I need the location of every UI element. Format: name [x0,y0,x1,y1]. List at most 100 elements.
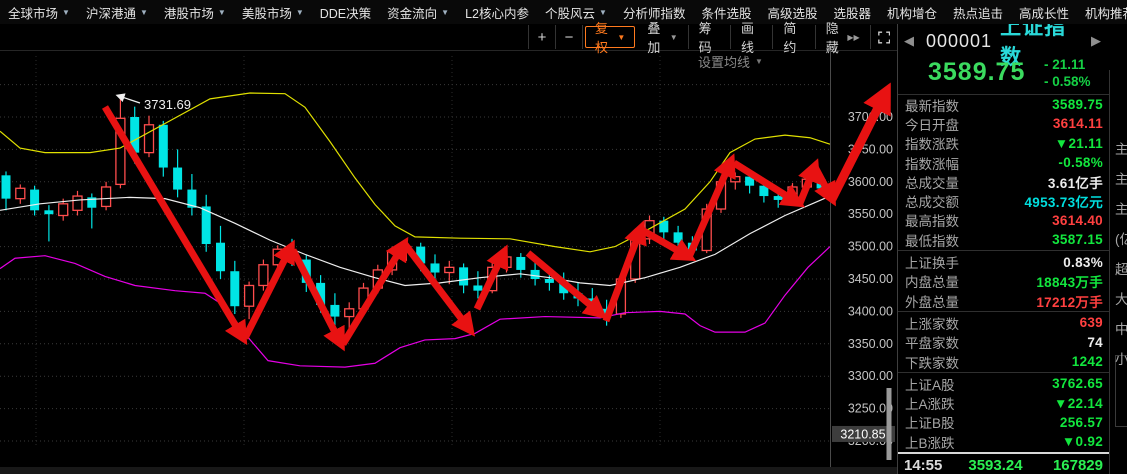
zoom-out-button[interactable]: − [556,25,583,49]
quote-row: 最低指数 3587.15 [898,230,1109,249]
divider [898,94,1109,95]
quote-row-label: 最高指数 [905,214,959,230]
menu-item-label: 机构增仓 [887,6,938,21]
menu-item[interactable]: 选股器 [825,3,879,22]
chart-toolbar: + − 复权 ▼ 叠加 ▼ 筹码 画线 简约 隐藏 ▶▶ [0,21,897,55]
menu-item-label: 条件选股 [701,6,752,21]
menu-item-label: 热点追击 [953,6,1004,21]
svg-text:3300.00: 3300.00 [848,369,893,383]
toolbar-button-筹码[interactable]: 筹码 [689,21,732,55]
svg-text:3450.00: 3450.00 [848,272,893,286]
toolbar-button-隐藏[interactable]: 隐藏 ▶▶ [816,21,871,55]
price-change: - 21.11 [1044,57,1086,72]
quote-row: 总成交量 3.61亿手 [898,172,1109,191]
clipped-label: 超 [1115,258,1127,278]
clipped-label: 大 [1115,288,1127,308]
quote-row: 下跌家数 1242 [898,352,1109,371]
next-stock-arrow-icon[interactable]: ▶ [1091,33,1101,48]
trend-arrows-overlay [101,82,891,352]
high-annotation: 3731.69 [115,93,191,112]
menu-item-label: L2核心内参 [465,6,529,21]
menu-item[interactable]: 全球市场 ▼ [0,3,78,22]
quote-row: 上B涨跌 ▼0.92 [898,432,1109,451]
quote-row-label: 今日开盘 [905,117,959,133]
quote-row-label: 上证B股 [905,416,955,432]
quote-title-row: ◀ 000001 上证指数 ▶ [898,24,1109,69]
quote-row: 今日开盘 3614.11 [898,114,1109,133]
toolbar-button-叠加[interactable]: 叠加 ▼ [637,21,689,55]
chart-gridlines [0,56,830,446]
quote-row: 最新指数 3589.75 [898,95,1109,114]
set-ma-label: 设置均线 [698,55,751,70]
quote-row-value: 74 [1087,334,1103,350]
chart-bottom-bar [0,467,897,474]
candlestick-chart[interactable]: 3700.003650.003600.003550.003500.003450.… [0,50,897,474]
quote-row-value: ▼22.14 [1054,395,1103,411]
quote-row-label: 最低指数 [905,233,959,249]
quote-row-label: 上证换手 [905,256,959,272]
last-price: 3589.75 [928,58,1026,86]
expand-icon [877,31,890,43]
quote-row-value: 3.61亿手 [1047,175,1103,191]
menu-item[interactable]: 高级选股 [759,3,825,22]
menu-item-label: 资金流向 [387,6,438,21]
menu-item[interactable]: DDE决策 [312,3,379,22]
menu-item[interactable]: 机构增仓 [879,3,945,22]
menu-item[interactable]: 美股市场 ▼ [234,3,312,22]
clipped-box-outline [1115,355,1127,427]
clipped-second-column: 主主主(亿超大中小 [1109,70,1127,474]
menu-item[interactable]: 港股市场 ▼ [156,3,234,22]
menu-item[interactable]: 个股风云 ▼ [537,3,615,22]
menu-item[interactable]: 条件选股 [693,3,759,22]
clipped-label: 小 [1115,348,1127,368]
menu-item[interactable]: 热点追击 [945,3,1011,22]
toolbar-button-叠加-label: 叠加 [647,21,661,55]
chevron-down-icon: ▼ [599,7,607,17]
svg-text:3500.00: 3500.00 [848,240,893,254]
toolbar-button-复权[interactable]: 复权 ▼ [585,21,636,55]
toolbar-button-简约-label: 简约 [783,21,797,55]
chevron-down-icon: ▼ [217,7,226,17]
top-menu-bar: 全球市场 ▼ 沪深港通 ▼ 港股市场 ▼ 美股市场 ▼ DDE决策 资金流向 ▼ L2核心内参 个股风云… [0,0,1127,25]
quote-row-label: 下跌家数 [905,355,959,371]
menu-item[interactable]: L2核心内参 [457,3,537,22]
footer-index-value: 3593.24 [968,456,1023,474]
quote-row-label: 总成交额 [905,195,959,211]
toolbar-button-简约[interactable]: 简约 [773,21,816,55]
svg-text:3350.00: 3350.00 [848,337,893,351]
fullscreen-button[interactable] [871,25,897,49]
divider [898,250,1109,252]
menu-item-label: 高级选股 [767,6,818,21]
quote-row: 总成交额 4953.73亿元 [898,191,1109,210]
price-change-pct: - 0.58% [1044,74,1091,89]
toolbar-button-复权-label: 复权 [595,21,609,55]
menu-item[interactable]: 资金流向 ▼ [379,3,457,22]
quote-row: 指数涨幅 -0.58% [898,153,1109,172]
quote-row: 外盘总量 17212万手 [898,291,1109,310]
stock-code: 000001 [926,30,993,51]
set-ma-button[interactable]: 设置均线 ▼ [698,52,763,71]
quote-row-value: 17212万手 [1036,294,1103,310]
menu-item-label: 分析师指数 [622,6,686,21]
toolbar-button-group: + − 复权 ▼ 叠加 ▼ 筹码 画线 简约 隐藏 ▶▶ [528,21,897,55]
svg-text:3210.85: 3210.85 [840,427,885,441]
quote-row-label: 上证A股 [905,377,955,393]
quote-time: 14:55 [904,456,943,474]
menu-item[interactable]: 沪深港通 ▼ [78,3,156,22]
prev-stock-arrow-icon[interactable]: ◀ [904,33,914,48]
menu-item[interactable]: 高成长性 [1011,3,1077,22]
toolbar-button-画线[interactable]: 画线 [731,21,774,55]
zoom-in-button[interactable]: + [529,25,556,49]
quote-row-label: 总成交量 [905,175,959,191]
clipped-label: 主 [1115,138,1127,158]
quote-row: 最高指数 3614.40 [898,211,1109,230]
divider [898,311,1109,313]
quote-row: 内盘总量 18843万手 [898,272,1109,291]
menu-item[interactable]: 机构推荐 [1077,3,1127,22]
quote-row: 上证B股 256.57 [898,413,1109,432]
menu-item[interactable]: 分析师指数 [615,3,694,22]
quote-data-rows: 最新指数 3589.75 今日开盘 3614.11 指数涨跌 ▼21.11 指数涨幅 -0.5… [898,95,1109,451]
quote-panel: ◀ 000001 上证指数 ▶ 3589.75 - 21.11 - 0.58% … [897,24,1127,474]
quote-row-value: ▼21.11 [1054,135,1103,151]
